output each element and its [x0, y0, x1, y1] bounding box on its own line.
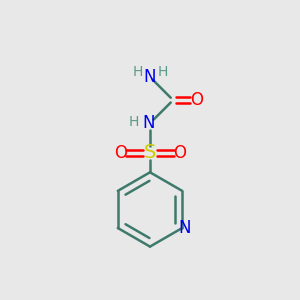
Text: H: H [132, 65, 143, 79]
Text: H: H [128, 115, 139, 129]
Text: O: O [173, 144, 186, 162]
Text: S: S [144, 143, 156, 163]
Text: H: H [157, 65, 168, 79]
Text: N: N [144, 68, 156, 86]
Text: N: N [178, 219, 191, 237]
Text: O: O [190, 91, 203, 109]
Text: O: O [114, 144, 127, 162]
Text: N: N [142, 114, 155, 132]
